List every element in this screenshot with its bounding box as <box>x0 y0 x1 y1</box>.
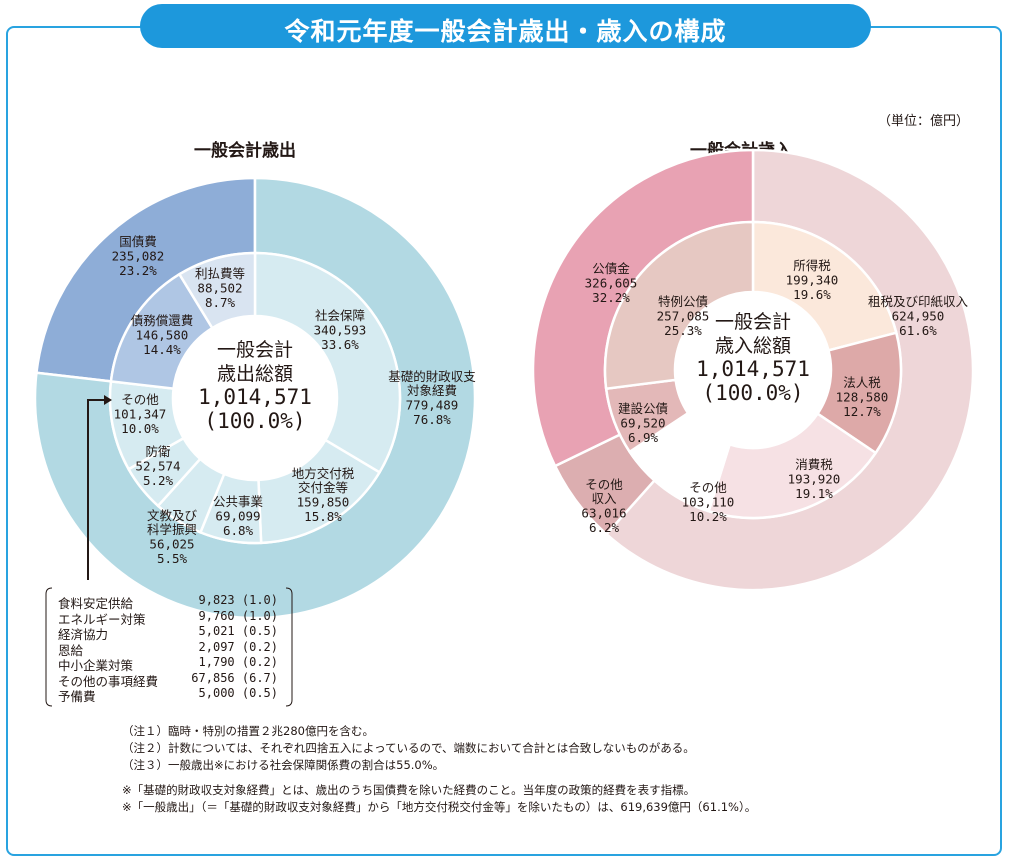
breakdown-item-value: 5,000 (0.5) <box>198 686 278 700</box>
expenditure-center <box>173 316 337 480</box>
inner-label-expenditure-5: その他 101,347 10.0% <box>114 392 167 436</box>
inner-label-expenditure-2: 公共事業 69,099 6.8% <box>213 494 264 538</box>
inner-label-revenue-2: 消費税 193,920 19.1% <box>788 457 841 501</box>
outer-label-revenue-2: 公債金 326,605 32.2% <box>585 261 638 305</box>
arrow-head <box>104 395 112 405</box>
breakdown-row: 経済協力 5,021 (0.5) <box>58 624 294 642</box>
breakdown-item-name: 経済協力 <box>58 627 109 642</box>
note-2: （注２）計数については、それぞれ四捨五入によっているので、端数において合計とは合… <box>122 741 695 755</box>
breakdown-row: 恩給 2,097 (0.2) <box>58 639 294 658</box>
inner-label-revenue-3: その他 103,110 10.2% <box>682 480 735 524</box>
breakdown-item-name: エネルギー対策 <box>58 611 146 627</box>
inner-label-revenue-0: 所得税 199,340 19.6% <box>786 258 839 302</box>
breakdown-brackets <box>45 587 293 707</box>
breakdown-item-name: 予備費 <box>58 689 96 704</box>
breakdown-row: エネルギー対策 9,760 (1.0) <box>58 608 294 627</box>
inner-label-expenditure-6: 債務償還費 146,580 14.4% <box>131 313 194 357</box>
breakdown-row: 予備費 5,000 (0.5) <box>58 686 294 704</box>
breakdown-item-name: 食料安定供給 <box>58 596 134 611</box>
outer-label-revenue-1: その他収入 63,016 6.2% <box>581 477 626 535</box>
breakdown-item-value: 1,790 (0.2) <box>198 655 278 669</box>
inner-label-expenditure-1: 地方交付税交付金等 159,850 15.8% <box>292 466 355 524</box>
outer-label-debt-service: 国債費 235,082 23.2% <box>112 234 165 278</box>
breakdown-arrow <box>87 399 104 580</box>
footnotes: （注１）臨時・特別の措置２兆280億円を含む。 （注２）計数については、それぞれ… <box>122 723 756 816</box>
expenditure-total-label: 一般会計歳出総額 1,014,571 (100.0%) <box>198 339 312 433</box>
breakdown-item-name: 恩給 <box>58 642 84 658</box>
revenue-total-label: 一般会計歳入総額 1,014,571 (100.0%) <box>696 311 810 405</box>
inner-label-expenditure-3: 文教及び科学振興 56,025 5.5% <box>147 508 198 566</box>
breakdown-row: 食料安定供給 9,823 (1.0) <box>58 593 294 611</box>
note-3: （注３）一般歳出※における社会保障関係費の割合は55.0%。 <box>122 758 445 772</box>
outer-label-revenue-0: 租税及び印紙収入 624,950 61.6% <box>868 294 969 338</box>
inner-label-revenue-1: 法人税 128,580 12.7% <box>836 375 889 419</box>
breakdown-item-value: 67,856 (6.7) <box>191 670 278 685</box>
note-5: ※「一般歳出」（＝「基礎的財政収支対象経費」から「地方交付税交付金等」を除いたも… <box>122 800 757 814</box>
other-breakdown-box: 食料安定供給 9,823 (1.0) エネルギー対策 9,760 (1.0) 経済協力 5… <box>44 586 294 708</box>
page-title: 令和元年度一般会計歳出・歳入の構成 <box>284 17 727 46</box>
title-banner: 令和元年度一般会計歳出・歳入の構成 <box>140 4 871 48</box>
breakdown-row: 中小企業対策 1,790 (0.2) <box>58 655 294 673</box>
breakdown-item-value: 5,021 (0.5) <box>198 624 278 638</box>
breakdown-item-name: 中小企業対策 <box>58 658 134 673</box>
outer-label-primary-balance: 基礎的財政収支対象経費 779,489 76.8% <box>388 369 476 427</box>
breakdown-row: その他の事項経費 67,856 (6.7) <box>58 670 294 689</box>
inner-label-expenditure-7: 利払費等 88,502 8.7% <box>195 266 245 310</box>
note-4: ※「基礎的財政収支対象経費」とは、歳出のうち国債費を除いた経費のこと。当年度の政… <box>122 783 696 797</box>
unit-label: （単位：億円） <box>877 114 969 129</box>
inner-label-revenue-4: 建設公債 69,520 6.9% <box>618 401 668 445</box>
expenditure-chart-title: 一般会計歳出 <box>194 141 296 161</box>
inner-label-revenue-5: 特例公債 257,085 25.3% <box>657 294 710 338</box>
revenue-center <box>675 292 831 448</box>
inner-label-expenditure-0: 社会保障 340,593 33.6% <box>314 308 367 352</box>
note-1: （注１）臨時・特別の措置２兆280億円を含む。 <box>122 724 374 738</box>
breakdown-item-value: 9,760 (1.0) <box>198 608 278 623</box>
breakdown-item-value: 2,097 (0.2) <box>198 639 278 654</box>
breakdown-item-name: その他の事項経費 <box>58 673 159 689</box>
inner-label-expenditure-4: 防衛 52,574 5.2% <box>135 444 180 488</box>
breakdown-item-value: 9,823 (1.0) <box>198 593 278 607</box>
